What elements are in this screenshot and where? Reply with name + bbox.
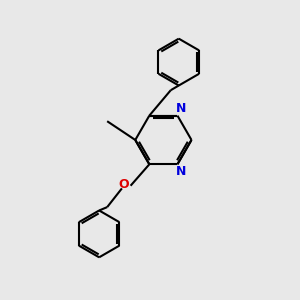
- Text: N: N: [176, 102, 187, 115]
- Text: N: N: [176, 165, 187, 178]
- Text: O: O: [118, 178, 129, 191]
